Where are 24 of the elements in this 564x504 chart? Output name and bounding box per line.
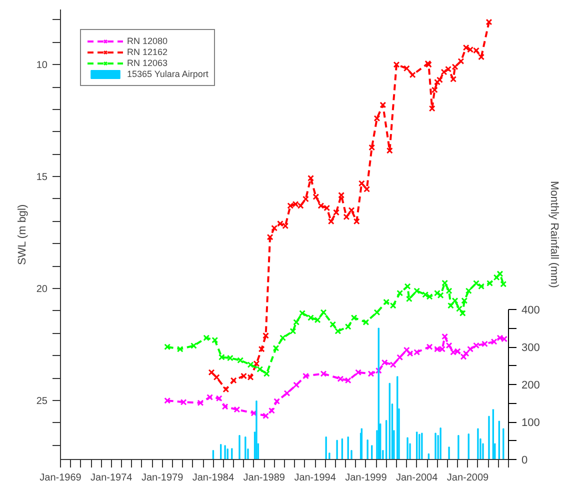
x-tick-label: Jan-2009 — [446, 472, 490, 484]
x-tick-label: Jan-1989 — [243, 472, 286, 484]
legend-label: RN 12063 — [127, 58, 168, 68]
x-tick-label: Jan-1969 — [40, 472, 82, 484]
x-tick-label: Jan-1984 — [192, 472, 234, 484]
x-tick-label: Jan-1979 — [141, 472, 184, 484]
y2-tick-label: 400 — [522, 304, 540, 316]
y-tick-label: 15 — [36, 172, 48, 184]
y-tick-label: 10 — [36, 60, 48, 72]
y2-tick-label: 100 — [522, 417, 540, 429]
y2-tick-label: 0 — [522, 454, 528, 466]
y2-axis-title: Monthly Rainfall (mm) — [548, 181, 560, 288]
legend-label: RN 12162 — [127, 47, 168, 57]
y2-tick-label: 200 — [522, 380, 540, 392]
y-axis-title: SWL (m bgl) — [16, 204, 28, 266]
legend-label: RN 12080 — [127, 36, 168, 46]
y-tick-label: 25 — [36, 396, 48, 408]
legend-label: 15365 Yulara Airport — [127, 69, 208, 79]
x-tick-label: Jan-1999 — [345, 472, 388, 484]
y2-tick-label: 300 — [522, 342, 540, 354]
x-tick-label: Jan-2004 — [396, 472, 438, 484]
x-tick-label: Jan-1974 — [90, 472, 133, 484]
x-tick-label: Jan-1994 — [294, 472, 336, 484]
y-tick-label: 20 — [36, 284, 48, 296]
